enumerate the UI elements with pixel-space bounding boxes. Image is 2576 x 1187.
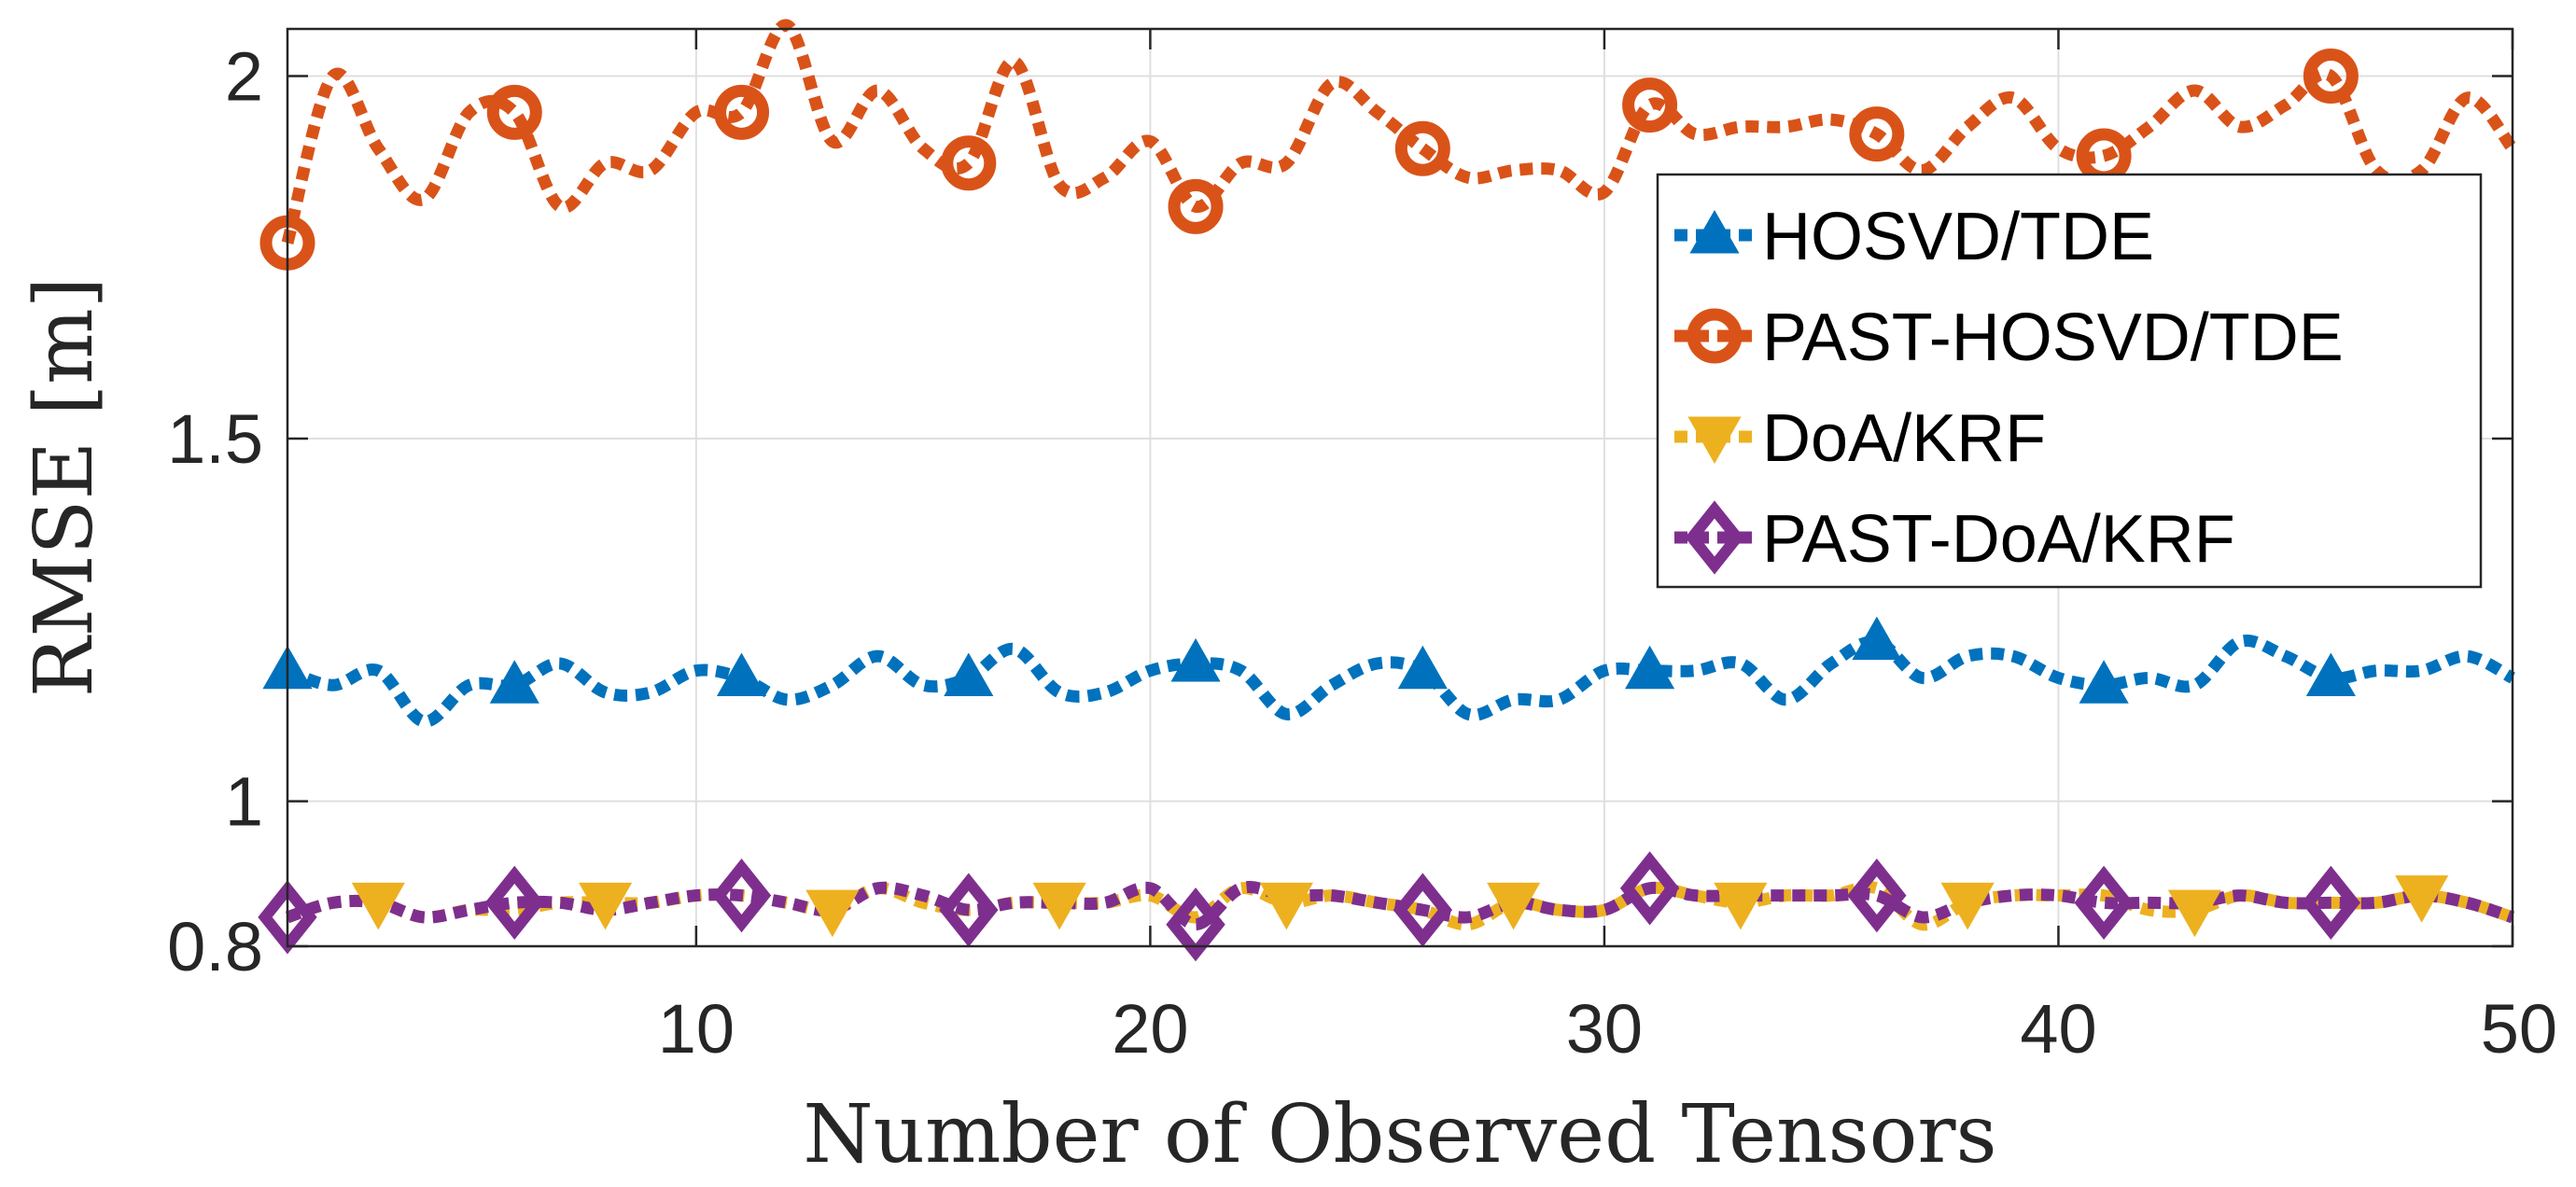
x-tick-label: 50 [2481,990,2557,1068]
series-marker-0 [1852,616,1902,661]
y-tick-label: 0.8 [167,908,263,985]
series-marker-3 [2301,865,2361,940]
legend-label: DoA/KRF [1762,401,2046,476]
plot-area-frame [286,27,2514,948]
series-marker-2 [351,882,405,930]
x-tick-label: 30 [1566,990,1643,1068]
series-marker-1 [2303,49,2359,105]
series-marker-1 [1622,77,1678,133]
series-marker-0 [1397,645,1448,690]
series-marker-0 [489,660,539,704]
series-marker-0 [2305,652,2356,696]
x-tick-label: 20 [1112,990,1188,1068]
series-marker-2 [1259,882,1313,930]
series-line-1 [281,19,2518,244]
series-marker-2 [2167,889,2221,938]
series-marker-0 [1170,637,1221,682]
series-marker-3 [939,873,999,947]
series-marker-1 [1394,120,1450,176]
series-marker-2 [2395,875,2449,923]
series-line-0 [285,635,2516,728]
series-marker-0 [944,652,994,696]
series-marker-3 [1847,859,1907,933]
series-marker-2 [1940,882,1995,930]
legend-marker [1689,209,1740,254]
legend-label: PAST-HOSVD/TDE [1762,300,2344,375]
series-marker-2 [805,889,860,938]
series-marker-1 [1168,178,1224,234]
legend-box [1656,173,2483,589]
series-marker-3 [484,865,544,940]
legend-marker [1685,500,1744,575]
legend-marker [1687,416,1742,465]
series-marker-2 [1032,882,1086,930]
series-line-3 [285,881,2515,931]
legend-label: PAST-DoA/KRF [1762,502,2235,577]
y-tick-label: 2 [225,38,263,116]
legend: HOSVD/TDE PAST-HOSVD/TDE DoA/KRF PAST-DoA/K… [1656,173,2483,589]
series-marker-2 [1714,882,1768,930]
series-marker-1 [1849,106,1905,162]
x-axis-title: Number of Observed Tensors [803,1088,1996,1181]
y-tick-label: 1.5 [167,400,263,478]
x-tick-label: 40 [2020,990,2096,1068]
y-tick-label: 1 [225,763,263,841]
series-marker-1 [941,135,997,191]
series-marker-3 [711,859,772,933]
legend-marker [1687,308,1743,364]
series-marker-1 [714,84,770,140]
series-marker-3 [1619,851,1680,926]
axis-ticks: 10 20 30 40 50 0.8 1 1.5 2 [167,29,2557,1068]
y-axis-title: RMSE [m] [18,277,111,698]
series-marker-2 [579,882,633,930]
series-marker-1 [486,84,542,140]
legend-label: HOSVD/TDE [1762,200,2154,274]
x-tick-label: 10 [658,990,735,1068]
series-marker-3 [2074,865,2134,940]
series-marker-0 [2079,660,2129,704]
series-marker-0 [1625,645,1675,690]
series-marker-2 [1487,882,1541,930]
series-marker-0 [716,652,767,696]
series-marker-3 [1393,873,1453,947]
series-marker-3 [1166,887,1225,962]
